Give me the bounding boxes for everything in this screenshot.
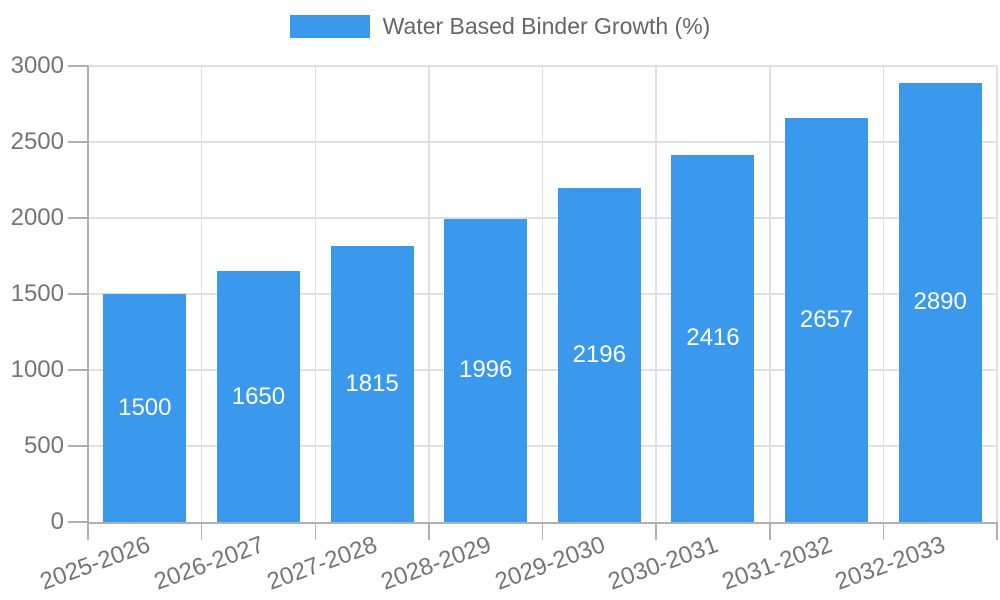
x-gridline xyxy=(541,66,544,522)
x-tick-label: 2026-2027 xyxy=(150,531,268,596)
bar[interactable]: 1500 xyxy=(103,294,187,522)
x-tick xyxy=(541,522,544,540)
bar[interactable]: 1815 xyxy=(330,246,414,522)
bar-value-label: 2890 xyxy=(913,288,967,316)
x-tick xyxy=(428,522,430,540)
bar-value-label: 1500 xyxy=(118,394,172,421)
y-tick xyxy=(68,369,88,371)
x-tick xyxy=(882,522,885,540)
bar[interactable]: 2416 xyxy=(671,154,755,522)
bar-value-label: 1650 xyxy=(231,382,286,410)
x-tick xyxy=(314,522,316,540)
y-tick-label: 1500 xyxy=(10,280,64,307)
y-axis-line xyxy=(87,66,89,522)
x-gridline xyxy=(314,66,316,522)
y-tick xyxy=(68,445,88,447)
x-tick xyxy=(200,522,203,540)
y-tick-label: 0 xyxy=(50,508,64,535)
y-tick xyxy=(68,65,88,67)
x-tick-label: 2031-2032 xyxy=(718,531,836,596)
x-tick-label: 2025-2026 xyxy=(36,531,154,596)
bar[interactable]: 2890 xyxy=(898,82,982,522)
bar[interactable]: 1996 xyxy=(444,218,528,522)
x-tick xyxy=(87,522,89,540)
x-gridline xyxy=(428,66,430,522)
y-tick xyxy=(68,521,88,523)
x-gridline xyxy=(882,66,885,522)
x-tick-label: 2028-2029 xyxy=(377,531,495,596)
y-tick-label: 3000 xyxy=(10,52,64,79)
bar-value-label: 2416 xyxy=(686,324,740,352)
x-tick-label: 2029-2030 xyxy=(491,531,609,596)
bar-value-label: 2196 xyxy=(572,341,626,369)
legend-swatch xyxy=(289,15,370,39)
bar-value-label: 1996 xyxy=(458,356,513,384)
x-gridline xyxy=(655,66,657,522)
bar[interactable]: 2657 xyxy=(785,118,869,522)
x-tick-label: 2027-2028 xyxy=(263,531,381,596)
x-gridline xyxy=(769,66,771,522)
x-gridline xyxy=(200,66,203,522)
x-tick-label: 2030-2031 xyxy=(604,531,722,596)
y-tick-label: 500 xyxy=(23,432,64,459)
x-tick xyxy=(655,522,657,540)
y-tick xyxy=(68,141,88,143)
y-tick xyxy=(68,293,88,295)
bar[interactable]: 1650 xyxy=(216,271,300,522)
y-tick-label: 2500 xyxy=(10,128,64,155)
bar-value-label: 2657 xyxy=(799,306,854,334)
y-tick xyxy=(68,217,88,219)
legend[interactable]: Water Based Binder Growth (%) xyxy=(0,13,1000,39)
x-tick-label: 2032-2033 xyxy=(831,531,950,596)
x-tick xyxy=(996,522,998,540)
bar-value-label: 1815 xyxy=(345,370,399,398)
y-tick-label: 1000 xyxy=(10,356,64,383)
y-tick-label: 2000 xyxy=(10,204,64,231)
x-tick xyxy=(769,522,771,540)
legend-label: Water Based Binder Growth (%) xyxy=(382,13,711,39)
x-gridline xyxy=(996,66,998,522)
bar[interactable]: 2196 xyxy=(557,188,641,522)
